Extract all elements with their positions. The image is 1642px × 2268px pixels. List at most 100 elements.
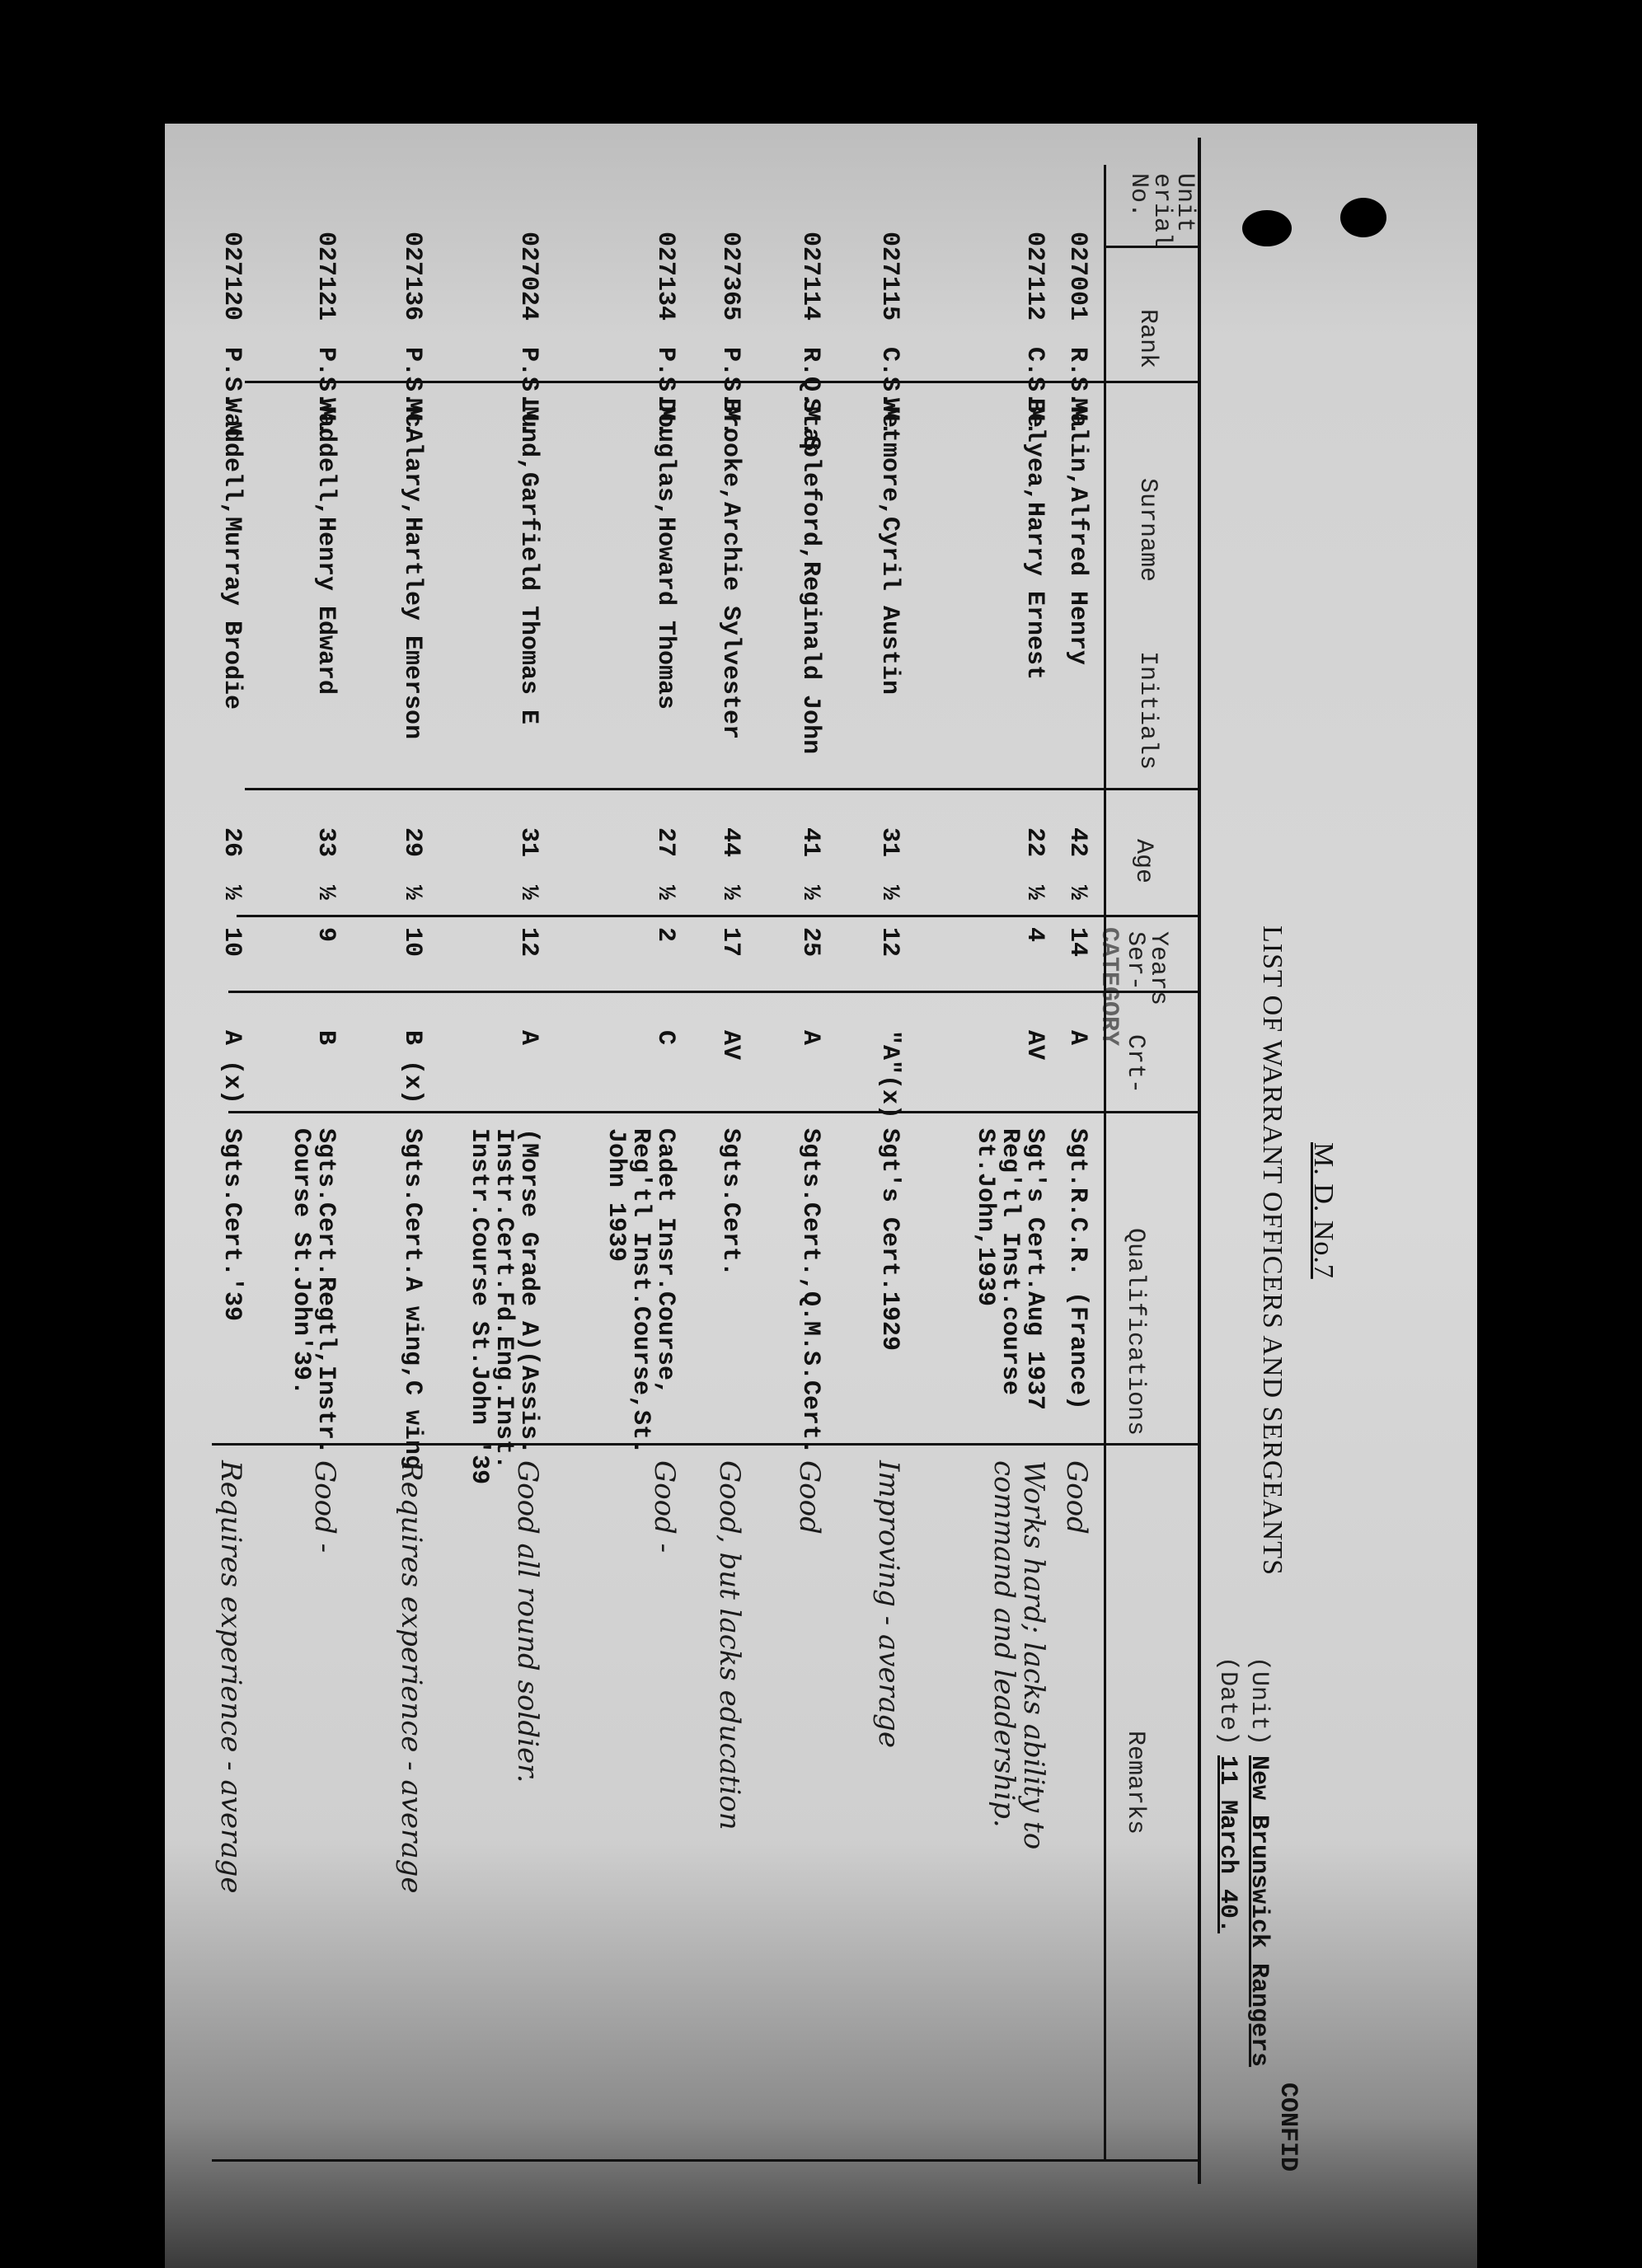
handwritten-remark: Works hard; lacks ability to <box>1017 1460 1050 1850</box>
qualification-line: Sgts.Cert.'39 <box>218 1128 246 1322</box>
qualification-line: Instr.Cert.Fd.Eng.Inst. <box>490 1128 518 1470</box>
column-rule <box>212 1443 1201 1446</box>
age: 27 <box>651 827 679 858</box>
header-serial-3: No. <box>1124 173 1152 218</box>
date-label: (Date) <box>1213 1656 1241 1746</box>
header-serial-2: erial <box>1147 173 1175 248</box>
column-rule <box>228 1111 1201 1113</box>
handwritten-remark: Improving - average <box>872 1460 905 1749</box>
surname-initials: Waddell,Murray Brodie <box>218 398 246 710</box>
table-top-rule <box>1198 138 1201 2184</box>
years-service: 12 <box>875 927 903 958</box>
category: B (x) <box>398 1030 426 1105</box>
header-remarks: Remarks <box>1121 1731 1149 1835</box>
serial-number: 027121 <box>312 232 340 321</box>
column-rule <box>237 915 1201 917</box>
age: 26 <box>218 827 246 858</box>
serial-number: 027114 <box>796 232 824 321</box>
surname-initials: Lund,Garfield Thomas E <box>514 398 542 725</box>
serial-number: 027024 <box>514 232 542 321</box>
age: 29 <box>398 827 426 858</box>
header-rule <box>1104 165 1106 2159</box>
age-fraction: ½ <box>1020 885 1049 901</box>
serial-number: 027112 <box>1020 232 1049 321</box>
years-service: 2 <box>651 927 679 943</box>
surname-initials: McAlary,Hartley Emerson <box>398 398 426 740</box>
age: 31 <box>875 827 903 858</box>
classification-stamp: CONFID <box>1274 2083 1302 2172</box>
header-initials: Initials <box>1133 651 1161 771</box>
header-surname: Surname <box>1133 478 1161 583</box>
handwritten-remark: Good <box>1060 1460 1093 1535</box>
category: AV <box>716 1030 744 1061</box>
age-fraction: ½ <box>716 885 744 901</box>
years-service: 9 <box>312 927 340 943</box>
category: AV <box>1020 1030 1049 1061</box>
header-years-2: Ser- <box>1121 931 1149 991</box>
category: A <box>514 1030 542 1046</box>
age: 31 <box>514 827 542 858</box>
handwritten-remark: Good, but lacks education <box>713 1460 746 1830</box>
age-fraction: ½ <box>796 885 824 901</box>
column-rule <box>1106 246 1201 248</box>
qualification-line: Reg'tl Inst.Course,St. <box>626 1128 654 1455</box>
header-serial-1: Unit <box>1171 173 1199 233</box>
age: 44 <box>716 827 744 858</box>
qualification-line: Instr.Course St.John '39 <box>465 1128 493 1485</box>
surname-initials: Stapleford,Reginald John <box>796 398 824 755</box>
handwritten-remark: Good all round soldier. <box>511 1460 544 1783</box>
years-service: 14 <box>1063 927 1091 958</box>
surname-initials: Malin,Alfred Henry <box>1063 398 1091 666</box>
qualification-line: Sgts.Cert. <box>716 1128 744 1277</box>
age-fraction: ½ <box>312 885 340 901</box>
qualification-line: Sgt's Cert.1929 <box>875 1128 903 1352</box>
document-title: LIST OF WARRANT OFFICERS AND SERGEANTS <box>1257 925 1288 1576</box>
category: A <box>796 1030 824 1046</box>
serial-number: 027001 <box>1063 232 1091 321</box>
years-service: 10 <box>218 927 246 958</box>
category: A <box>1063 1030 1091 1046</box>
unit-label: (Unit) <box>1245 1656 1273 1746</box>
years-service: 12 <box>514 927 542 958</box>
serial-number: 027120 <box>218 232 246 321</box>
surname-initials: Belyea,Harry Ernest <box>1020 398 1049 681</box>
serial-number: 027136 <box>398 232 426 321</box>
punch-hole <box>1242 210 1292 246</box>
handwritten-remark: Requires experience - average <box>214 1460 247 1894</box>
qualification-line: Sgts.Cert.Regtl,Instr. <box>312 1128 340 1455</box>
header-age: Age <box>1129 839 1157 884</box>
qualification-line: Sgts.Cert.,Q.M.S.Cert. <box>796 1128 824 1455</box>
column-rule <box>245 788 1201 790</box>
age-fraction: ½ <box>398 885 426 901</box>
years-service: 10 <box>398 927 426 958</box>
category: "A"(x) <box>875 1030 903 1120</box>
header-category-overprint: CATEGORY <box>1095 927 1123 1047</box>
qualification-line: John 1939 <box>602 1128 630 1263</box>
header-qualifications: Qualifications <box>1121 1228 1149 1436</box>
handwritten-remark: Requires experience - average <box>395 1460 428 1894</box>
age-fraction: ½ <box>651 885 679 901</box>
qualification-line: (Morse Grade A)(Assis. <box>514 1128 542 1455</box>
surname-initials: Douglas,Howard Thomas <box>651 398 679 710</box>
category: B <box>312 1030 340 1046</box>
column-rule <box>228 991 1201 993</box>
qualification-line: Sgt.R.C.R. (France) <box>1063 1128 1091 1411</box>
handwritten-remark: Good - <box>648 1460 681 1553</box>
surname-initials: Wetmore,Cyril Austin <box>875 398 903 696</box>
qualification-line: Reg'tl Inst.course <box>996 1128 1024 1396</box>
age-fraction: ½ <box>218 885 246 901</box>
age-fraction: ½ <box>1063 885 1091 901</box>
district-number: M. D. No.7 <box>1308 1142 1339 1279</box>
qualification-line: Cadet Insr.Course, <box>651 1128 679 1396</box>
category: C <box>651 1030 679 1046</box>
years-service: 17 <box>716 927 744 958</box>
qualification-line: Course St.John'39. <box>287 1128 315 1396</box>
qualification-line: St.John,1939 <box>971 1128 999 1307</box>
age: 22 <box>1020 827 1049 858</box>
date-value: 11 March 40. <box>1213 1755 1241 1934</box>
years-service: 4 <box>1020 927 1049 943</box>
header-rank: Rank <box>1133 309 1161 369</box>
serial-number: 027134 <box>651 232 679 321</box>
header-category: Crt- <box>1121 1034 1149 1094</box>
handwritten-remark: Good <box>793 1460 826 1535</box>
